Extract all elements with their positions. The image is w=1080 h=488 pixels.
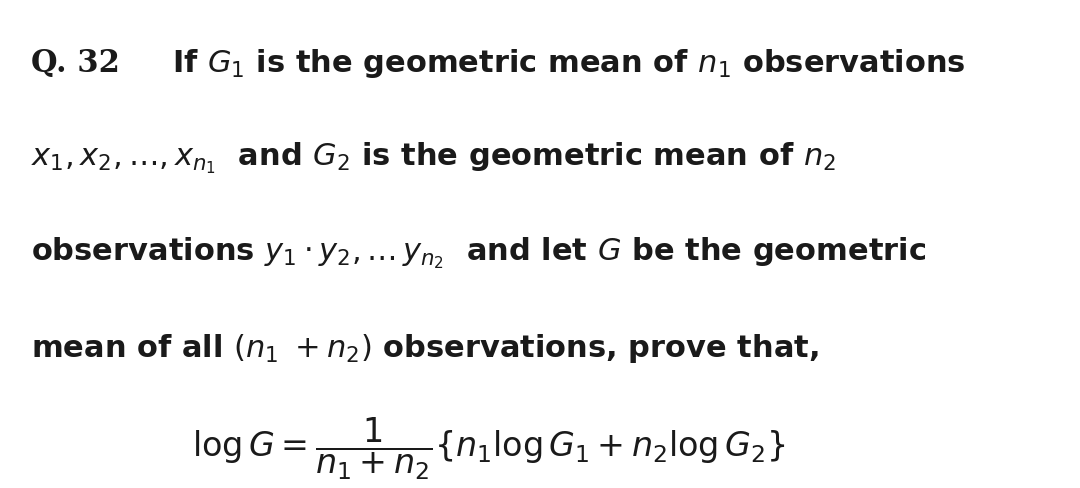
Text: observations $y_1 \cdot y_2,\ldots\, y_{n_2}$  and let $G$ be the geometric: observations $y_1 \cdot y_2,\ldots\, y_{… bbox=[30, 235, 926, 271]
Text: $\log G = \dfrac{1}{n_1+n_2}\{n_1\log G_1+n_2\log G_2\}$: $\log G = \dfrac{1}{n_1+n_2}\{n_1\log G_… bbox=[192, 415, 785, 481]
Text: mean of all $(n_1\ +n_2)$ observations, prove that,: mean of all $(n_1\ +n_2)$ observations, … bbox=[30, 331, 819, 365]
Text: Q. 32: Q. 32 bbox=[30, 48, 120, 79]
Text: $x_1, x_2,\ldots, x_{n_1}$  and $G_2$ is the geometric mean of $n_2$: $x_1, x_2,\ldots, x_{n_1}$ and $G_2$ is … bbox=[30, 140, 836, 176]
Text: If $G_1$ is the geometric mean of $n_1$ observations: If $G_1$ is the geometric mean of $n_1$ … bbox=[172, 47, 966, 80]
